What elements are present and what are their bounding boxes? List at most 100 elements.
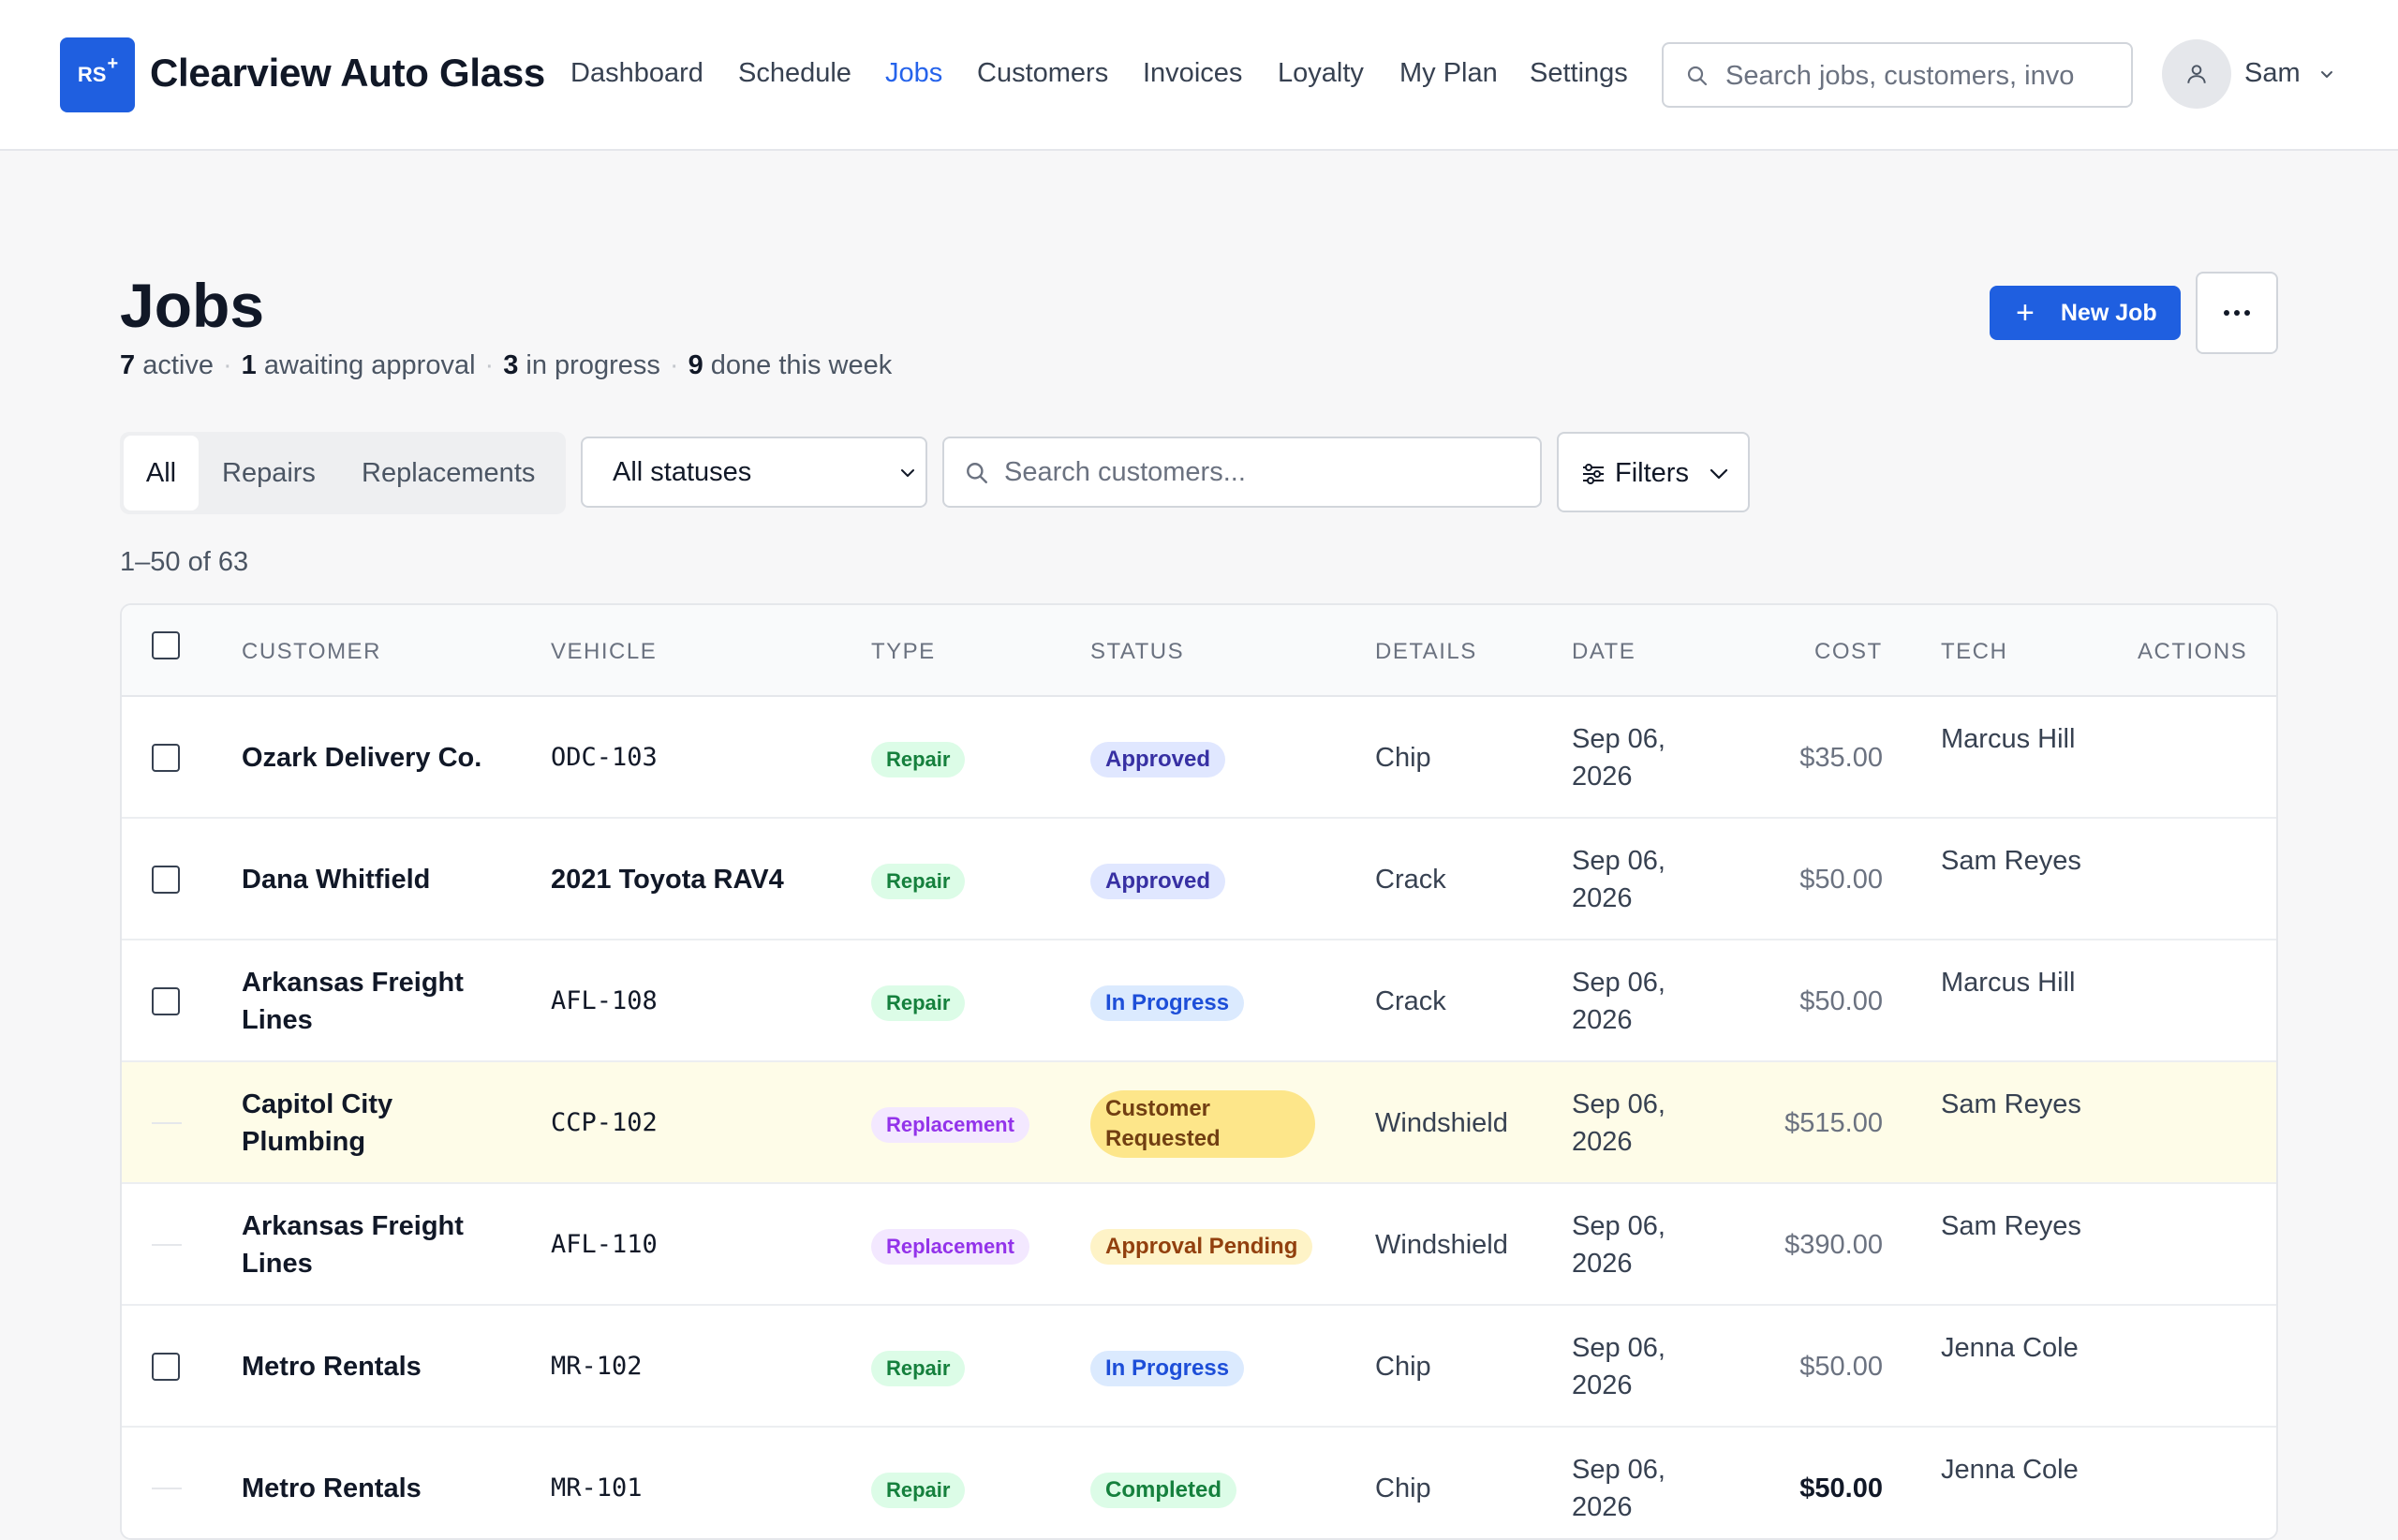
row-checkbox-disabled (152, 1244, 182, 1246)
row-cost: $515.00 (1784, 1108, 1883, 1138)
search-icon (967, 463, 987, 483)
user-avatar[interactable] (2162, 39, 2231, 109)
column-vehicle[interactable]: VEHICLE (551, 639, 658, 664)
row-details: Crack (1375, 865, 1446, 895)
row-checkbox[interactable] (152, 744, 180, 772)
status-badge: Approved (1090, 864, 1226, 899)
row-customer[interactable]: Ozark Delivery Co. (242, 743, 482, 773)
sliders-icon (1583, 464, 1604, 484)
row-vehicle: CCP-102 (551, 1108, 658, 1137)
row-details: Chip (1375, 743, 1431, 773)
row-customer[interactable]: Arkansas Freight Lines (242, 1211, 464, 1279)
more-horizontal-icon (2224, 310, 2250, 316)
global-search-input[interactable]: Search jobs, customers, invo (1662, 42, 2133, 108)
nav-loyalty[interactable]: Loyalty (1278, 58, 1364, 88)
status-badge: Customer Requested (1090, 1090, 1315, 1158)
row-tech: Marcus Hill (1941, 724, 2076, 754)
row-checkbox[interactable] (152, 1353, 180, 1381)
type-badge: Repair (871, 864, 966, 899)
select-all-checkbox[interactable] (152, 631, 180, 659)
row-vehicle: MR-102 (551, 1352, 643, 1381)
type-badge: Repair (871, 1473, 966, 1508)
row-vehicle: MR-101 (551, 1473, 643, 1503)
more-options-button[interactable] (2196, 272, 2278, 354)
filters-label: Filters (1615, 458, 1689, 488)
app-logo[interactable]: RS + (60, 37, 135, 112)
table-row[interactable]: Arkansas Freight Lines AFL-110 Replaceme… (122, 1184, 2276, 1306)
nav-schedule[interactable]: Schedule (738, 58, 851, 88)
row-checkbox[interactable] (152, 987, 180, 1015)
table-header: CUSTOMER VEHICLE TYPE STATUS DETAILS DAT… (122, 605, 2276, 697)
type-segmented-control: All Repairs Replacements (120, 432, 566, 514)
global-search-placeholder: Search jobs, customers, invo (1725, 61, 2075, 91)
status-select[interactable]: All statuses (581, 437, 927, 508)
awaiting-count: 1 (241, 350, 257, 380)
nav-customers[interactable]: Customers (977, 58, 1109, 88)
row-date: Sep 06, 2026 (1572, 1089, 1665, 1157)
row-vehicle: ODC-103 (551, 743, 658, 772)
column-details[interactable]: DETAILS (1375, 639, 1477, 664)
row-date: Sep 06, 2026 (1572, 1455, 1665, 1522)
new-job-button[interactable]: + New Job (1990, 286, 2181, 340)
row-date: Sep 06, 2026 (1572, 1333, 1665, 1400)
column-cost[interactable]: COST (1814, 639, 1883, 664)
row-customer[interactable]: Dana Whitfield (242, 865, 431, 895)
row-details: Windshield (1375, 1108, 1508, 1138)
row-details: Chip (1375, 1352, 1431, 1382)
row-customer[interactable]: Arkansas Freight Lines (242, 968, 464, 1035)
row-date: Sep 06, 2026 (1572, 968, 1665, 1035)
status-select-value: All statuses (613, 457, 752, 487)
row-cost: $390.00 (1784, 1230, 1883, 1260)
segment-repairs[interactable]: Repairs (222, 458, 316, 488)
nav-invoices[interactable]: Invoices (1143, 58, 1243, 88)
customer-search-input[interactable]: Search customers... (942, 437, 1542, 508)
user-name[interactable]: Sam (2244, 58, 2301, 88)
nav-settings[interactable]: Settings (1530, 58, 1628, 88)
table-row[interactable]: Metro Rentals MR-102 Repair In Progress … (122, 1306, 2276, 1428)
table-row[interactable]: Ozark Delivery Co. ODC-103 Repair Approv… (122, 697, 2276, 819)
table-row[interactable]: Arkansas Freight Lines AFL-108 Repair In… (122, 940, 2276, 1062)
column-type[interactable]: TYPE (871, 639, 936, 664)
status-badge: In Progress (1090, 1351, 1245, 1386)
segment-replacements[interactable]: Replacements (362, 458, 536, 488)
logo-mark: + (107, 52, 119, 74)
progress-label: in progress (525, 350, 660, 380)
row-date: Sep 06, 2026 (1572, 846, 1665, 913)
row-cost: $50.00 (1799, 1473, 1883, 1503)
row-details: Chip (1375, 1473, 1431, 1503)
brand-name[interactable]: Clearview Auto Glass (150, 51, 545, 95)
row-customer[interactable]: Capitol City Plumbing (242, 1089, 393, 1157)
filters-button[interactable]: Filters (1557, 432, 1750, 512)
table-row[interactable]: Metro Rentals MR-101 Repair Completed Ch… (122, 1428, 2276, 1538)
nav-my-plan[interactable]: My Plan (1399, 58, 1498, 88)
segment-all[interactable]: All (124, 436, 199, 511)
column-date[interactable]: DATE (1572, 639, 1636, 664)
row-checkbox-disabled (152, 1122, 182, 1124)
row-checkbox[interactable] (152, 866, 180, 894)
user-icon (2187, 65, 2206, 83)
page-title: Jobs (120, 271, 265, 340)
nav-jobs[interactable]: Jobs (885, 58, 943, 88)
jobs-summary: 7 active · 1 awaiting approval · 3 in progre… (120, 350, 893, 380)
column-customer[interactable]: CUSTOMER (242, 639, 381, 664)
chevron-down-icon (901, 469, 914, 477)
row-tech: Sam Reyes (1941, 1089, 2081, 1119)
logo-text: RS (77, 63, 107, 86)
status-badge: Completed (1090, 1473, 1237, 1508)
row-customer[interactable]: Metro Rentals (242, 1473, 422, 1503)
row-vehicle: AFL-110 (551, 1230, 658, 1259)
jobs-table: CUSTOMER VEHICLE TYPE STATUS DETAILS DAT… (120, 603, 2278, 1540)
type-badge: Repair (871, 742, 966, 777)
chevron-down-icon[interactable] (2317, 66, 2336, 84)
pagination-range: 1–50 of 63 (120, 547, 249, 577)
table-row[interactable]: Dana Whitfield 2021 Toyota RAV4 Repair A… (122, 819, 2276, 940)
column-tech[interactable]: TECH (1941, 639, 2008, 664)
row-date: Sep 06, 2026 (1572, 724, 1665, 792)
row-vehicle: AFL-108 (551, 986, 658, 1015)
column-status[interactable]: STATUS (1090, 639, 1185, 664)
table-row[interactable]: Capitol City Plumbing CCP-102 Replacemen… (122, 1062, 2276, 1184)
type-badge: Replacement (871, 1107, 1029, 1143)
nav-dashboard[interactable]: Dashboard (570, 58, 703, 88)
row-customer[interactable]: Metro Rentals (242, 1352, 422, 1382)
column-actions: ACTIONS (2138, 639, 2248, 664)
